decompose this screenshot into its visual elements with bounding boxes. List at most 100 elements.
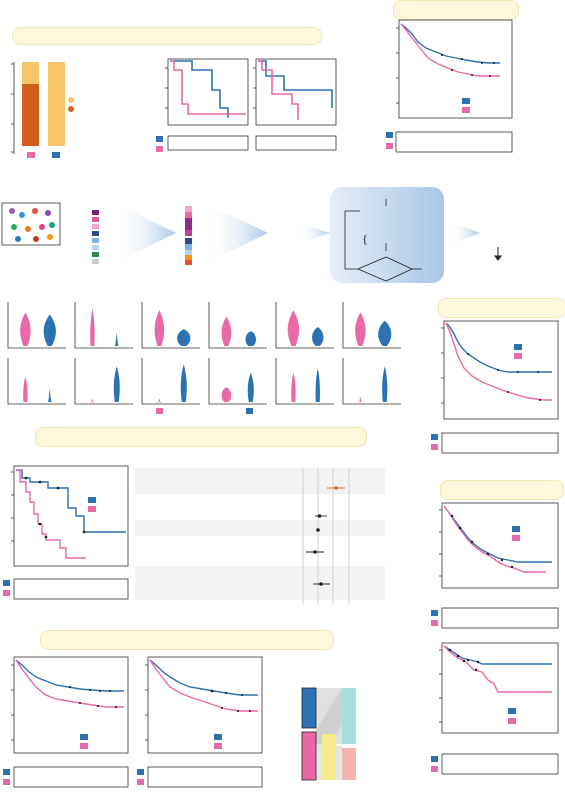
violin-blue: [312, 327, 324, 346]
risk-legend-blue: [3, 580, 10, 586]
violin-blue: [378, 320, 392, 346]
violin-pink: [20, 312, 31, 346]
alluvial-node-teal: [342, 688, 356, 744]
km-plot-bottom-2: [137, 656, 263, 788]
section-banner-bottom: [40, 630, 334, 650]
risk-table: [441, 753, 559, 775]
legend-pink: [512, 535, 520, 541]
risk-legend-pink: [3, 590, 10, 596]
legend-blue: [80, 734, 88, 740]
legend-blue: [52, 152, 60, 158]
risk-legend-pink: [137, 779, 144, 785]
violin-axis: [74, 302, 133, 349]
risk-legend-blue: [431, 756, 438, 762]
umap-clusters: [9, 208, 55, 242]
km-plot-small-2: [253, 58, 337, 151]
risk-legend-pink: [431, 444, 438, 450]
risk-legend-blue: [137, 769, 144, 775]
violin-axis: [208, 302, 267, 349]
violin-blue: [43, 314, 56, 346]
violin-axis: [342, 358, 401, 405]
legend-pink: [514, 353, 522, 359]
legend-pink: [508, 718, 516, 724]
stacked-bar-chart: [11, 62, 74, 158]
risk-table: [255, 135, 337, 151]
legend-blue: [508, 708, 516, 714]
km-plot-top-right: [386, 19, 513, 153]
forest-point: [316, 528, 320, 532]
forest-point: [317, 514, 322, 518]
bar-pink-bottom: [22, 84, 39, 146]
risk-legend-pink: [156, 146, 163, 152]
alluvial-node-pink: [301, 731, 317, 781]
signature-column: [185, 206, 192, 265]
section-banner-mid-right: [438, 298, 565, 318]
bar-blue: [48, 62, 65, 146]
down-arrow-icon: [494, 247, 502, 261]
alluvial-plot: [301, 687, 356, 781]
violin-axis: [208, 358, 267, 405]
violin-blue: [47, 389, 52, 402]
risk-table: [13, 766, 129, 788]
km-plot-small-1: [156, 58, 249, 152]
alluvial-node-salmon: [342, 748, 356, 780]
violin-blue: [245, 331, 256, 346]
section-banner-mid-left: [35, 427, 367, 447]
forest-point: [319, 582, 323, 586]
section-banner-top-left: [12, 27, 322, 45]
risk-table: [147, 766, 263, 788]
forest-row-band: [135, 520, 385, 536]
risk-legend-pink: [3, 779, 10, 785]
violin-blue: [315, 368, 320, 402]
risk-table: [441, 607, 559, 629]
risk-table: [395, 131, 513, 153]
alluvial-node-blue: [301, 687, 317, 729]
flow-arrow-4: [450, 221, 480, 245]
forest-row-band: [135, 566, 385, 600]
violin-axis: [7, 358, 66, 405]
violin-pink: [90, 398, 95, 403]
risk-legend-pink: [431, 620, 438, 626]
legend-pink: [80, 743, 88, 749]
svg-text:{: {: [362, 232, 368, 246]
violin-grid: [7, 302, 401, 414]
legend-pink: [88, 506, 96, 512]
violin-axis: [141, 358, 200, 405]
legend-blue: [214, 734, 222, 740]
risk-legend-pink: [386, 143, 393, 149]
risk-table: [441, 432, 559, 454]
risk-legend-blue: [431, 610, 438, 616]
violin-axis: [74, 358, 133, 405]
violin-blue: [180, 364, 187, 402]
violin-pink: [291, 372, 296, 402]
violin-blue: [247, 372, 254, 402]
violin-blue: [113, 366, 120, 402]
km-plot-lower-right-2: [431, 642, 559, 775]
violin-legend-pink: [156, 408, 163, 414]
violin-axis: [141, 302, 200, 349]
violin-axis: [275, 302, 334, 349]
violin-pink: [221, 387, 232, 402]
violin-axis: [342, 302, 401, 349]
forest-point: [334, 486, 338, 490]
section-banner-top-right: [393, 0, 519, 20]
forest-plot: [135, 468, 385, 604]
risk-legend-blue: [431, 434, 438, 440]
km-plot-mid-right: [431, 320, 559, 454]
violin-pink: [23, 376, 28, 402]
section-banner-lower-right: [440, 480, 564, 500]
forest-point: [313, 550, 317, 554]
bar-pink-top: [22, 62, 39, 84]
legend-blue: [514, 344, 522, 350]
violin-legend-blue: [246, 408, 253, 414]
violin-axis: [7, 302, 66, 349]
legend-dot-dark: [68, 106, 74, 112]
violin-blue: [177, 329, 191, 346]
km-plot-bottom-1: [3, 656, 129, 788]
violin-blue: [382, 366, 388, 402]
legend-blue: [512, 526, 520, 532]
flow-arrow-1: [114, 203, 176, 263]
violin-pink: [90, 308, 95, 346]
violin-pink: [287, 310, 300, 346]
legend-pink: [214, 743, 222, 749]
